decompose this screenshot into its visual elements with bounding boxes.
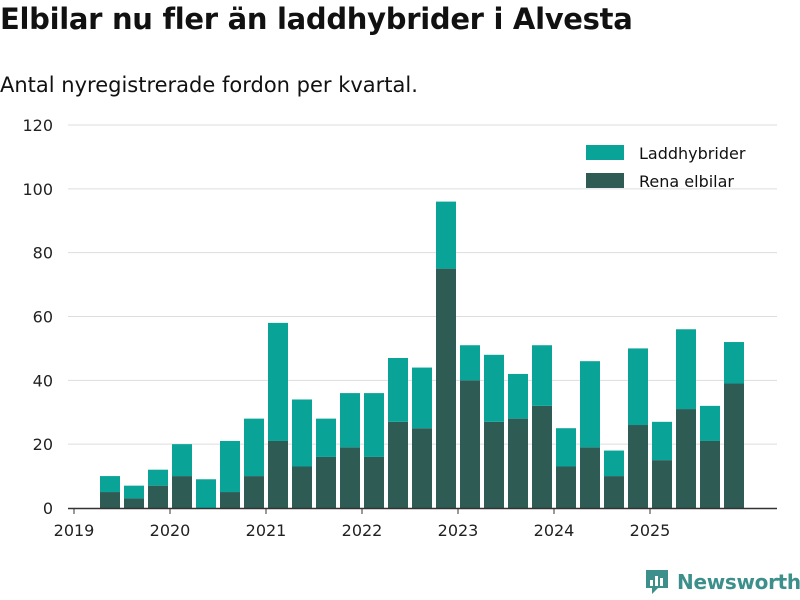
- y-tick-label: 60: [33, 308, 53, 327]
- legend-rena-elbilar-swatch: [586, 173, 624, 188]
- bar-rena-elbilar: [292, 466, 312, 508]
- legend-rena-elbilar-label: Rena elbilar: [639, 172, 734, 191]
- bar-laddhybrider: [316, 418, 336, 457]
- bar-laddhybrider: [724, 342, 744, 384]
- bar-laddhybrider: [532, 345, 552, 406]
- x-tick-label: 2024: [534, 521, 575, 540]
- legend-laddhybrider-label: Laddhybrider: [639, 144, 746, 163]
- bar-rena-elbilar: [364, 456, 384, 508]
- y-tick-label: 40: [33, 371, 53, 390]
- y-tick-label: 120: [22, 116, 53, 135]
- bar-rena-elbilar: [100, 492, 120, 508]
- bar-rena-elbilar: [436, 268, 456, 508]
- bar-rena-elbilar: [652, 460, 672, 508]
- x-tick-label: 2019: [54, 521, 95, 540]
- bar-rena-elbilar: [724, 383, 744, 508]
- bar-laddhybrider: [292, 399, 312, 467]
- bar-laddhybrider: [220, 440, 240, 493]
- bar-rena-elbilar: [556, 466, 576, 508]
- bar-rena-elbilar: [388, 421, 408, 508]
- bar-rena-elbilar: [532, 405, 552, 508]
- bar-rena-elbilar: [124, 498, 144, 508]
- y-tick-label: 100: [22, 180, 53, 199]
- bar-laddhybrider: [388, 357, 408, 422]
- bar-laddhybrider: [604, 450, 624, 477]
- bar-laddhybrider: [172, 444, 192, 477]
- bar-rena-elbilar: [340, 447, 360, 508]
- x-tick-label: 2023: [438, 521, 479, 540]
- x-tick-label: 2022: [342, 521, 383, 540]
- bar-rena-elbilar: [220, 492, 240, 508]
- chart-subtitle: Antal nyregistrerade fordon per kvartal.: [0, 73, 418, 97]
- bar-laddhybrider: [628, 348, 648, 426]
- bar-laddhybrider: [460, 345, 480, 381]
- bar-rena-elbilar: [316, 456, 336, 508]
- bar-laddhybrider: [676, 329, 696, 410]
- bar-laddhybrider: [652, 421, 672, 461]
- y-tick-label: 80: [33, 244, 53, 263]
- bar-laddhybrider: [412, 367, 432, 429]
- y-tick-label: 0: [43, 499, 53, 518]
- bar-laddhybrider: [436, 201, 456, 269]
- bar-laddhybrider: [580, 361, 600, 448]
- chart-title: Elbilar nu fler än laddhybrider i Alvest…: [0, 2, 633, 36]
- bar-laddhybrider: [340, 393, 360, 448]
- bar-rena-elbilar: [580, 447, 600, 508]
- legend-laddhybrider-swatch: [586, 145, 624, 160]
- newsworthy-logo-icon: [646, 570, 668, 594]
- bar-laddhybrider: [148, 469, 168, 486]
- bar-laddhybrider: [700, 405, 720, 441]
- brand: Newsworthy: [644, 568, 800, 596]
- bar-rena-elbilar: [508, 418, 528, 508]
- bar-rena-elbilar: [484, 421, 504, 508]
- bar-laddhybrider: [268, 322, 288, 441]
- x-tick-label: 2021: [246, 521, 287, 540]
- bar-rena-elbilar: [700, 440, 720, 508]
- bar-laddhybrider: [196, 479, 216, 508]
- bar-rena-elbilar: [604, 476, 624, 508]
- bar-rena-elbilar: [172, 476, 192, 508]
- brand-name: Newsworthy: [677, 570, 800, 594]
- bar-laddhybrider: [556, 428, 576, 467]
- bar-rena-elbilar: [412, 428, 432, 508]
- bar-rena-elbilar: [628, 425, 648, 508]
- bar-laddhybrider: [244, 418, 264, 477]
- x-tick-label: 2020: [150, 521, 191, 540]
- bar-laddhybrider: [508, 373, 528, 419]
- x-tick-label: 2025: [630, 521, 671, 540]
- y-tick-label: 20: [33, 435, 53, 454]
- bar-laddhybrider: [364, 393, 384, 457]
- bar-laddhybrider: [484, 354, 504, 422]
- bar-rena-elbilar: [268, 440, 288, 508]
- bar-laddhybrider: [124, 485, 144, 499]
- bar-laddhybrider: [100, 476, 120, 493]
- bar-rena-elbilar: [244, 476, 264, 508]
- bar-rena-elbilar: [148, 485, 168, 508]
- bar-rena-elbilar: [676, 409, 696, 508]
- bar-rena-elbilar: [460, 380, 480, 508]
